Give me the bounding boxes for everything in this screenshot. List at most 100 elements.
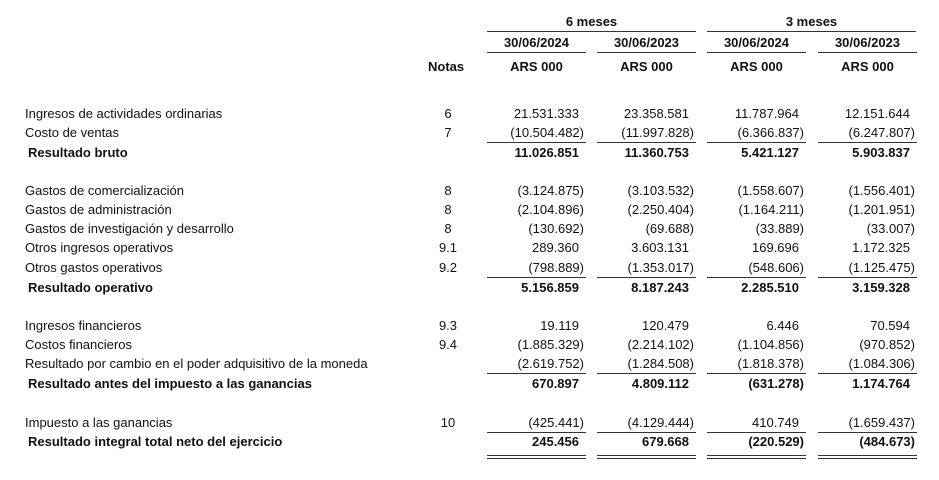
column-currency: ARS 000 bbox=[841, 59, 894, 74]
column-currency: ARS 000 bbox=[730, 59, 783, 74]
row-note: 9.2 bbox=[438, 260, 458, 275]
row-value: 670.897 bbox=[532, 376, 579, 391]
notes-header: Notas bbox=[428, 59, 465, 74]
row-label: Gastos de investigación y desarrollo bbox=[25, 221, 234, 236]
row-label: Otros ingresos operativos bbox=[25, 240, 174, 255]
row-note: 8 bbox=[444, 183, 452, 198]
row-value: 19.119 bbox=[540, 318, 579, 333]
row-value: 5.421.127 bbox=[741, 145, 799, 160]
row-value: (130.692) bbox=[528, 221, 584, 236]
row-value: 21.531.333 bbox=[513, 106, 579, 121]
column-currency: ARS 000 bbox=[510, 59, 563, 74]
row-value: (484.673) bbox=[859, 434, 915, 449]
column-date: 30/06/2024 bbox=[723, 35, 790, 50]
row-value: (69.688) bbox=[645, 221, 694, 236]
row-value: 2.285.510 bbox=[741, 280, 799, 295]
row-value: (1.125.475) bbox=[848, 260, 916, 275]
row-value: (1.818.378) bbox=[737, 356, 805, 371]
row-value: (1.659.437) bbox=[848, 415, 916, 430]
row-value: (1.164.211) bbox=[738, 202, 804, 217]
row-label: Otros gastos operativos bbox=[25, 260, 163, 275]
row-value: 70.594 bbox=[870, 318, 910, 333]
row-label: Costo de ventas bbox=[25, 125, 119, 140]
row-note: 10 bbox=[440, 415, 456, 430]
row-note: 9.4 bbox=[438, 337, 458, 352]
row-value: 5.903.837 bbox=[852, 145, 910, 160]
row-value: (425.441) bbox=[528, 415, 584, 430]
row-value: 120.479 bbox=[642, 318, 689, 333]
row-value: (1.556.401) bbox=[848, 183, 916, 198]
subtotal-line bbox=[487, 277, 586, 278]
row-value: (6.247.807) bbox=[848, 125, 916, 140]
row-label: Resultado integral total neto del ejerci… bbox=[28, 434, 283, 449]
row-value: (1.885.329) bbox=[517, 337, 585, 352]
row-value: (3.103.532) bbox=[627, 183, 695, 198]
row-value: 3.159.328 bbox=[852, 280, 910, 295]
subtotal-line bbox=[487, 373, 586, 374]
row-value: (4.129.444) bbox=[627, 415, 695, 430]
group-header-6-months: 6 meses bbox=[565, 14, 618, 29]
row-value: (2.214.102) bbox=[627, 337, 695, 352]
row-value: (631.278) bbox=[748, 376, 804, 391]
double-underline bbox=[487, 455, 586, 459]
row-value: 289.360 bbox=[532, 240, 579, 255]
column-date: 30/06/2023 bbox=[834, 35, 901, 50]
divider bbox=[707, 52, 806, 53]
divider bbox=[487, 31, 696, 32]
subtotal-line bbox=[707, 432, 806, 433]
row-value: (1.104.856) bbox=[737, 337, 805, 352]
subtotal-line bbox=[597, 142, 696, 143]
row-label: Resultado antes del impuesto a las ganan… bbox=[28, 376, 312, 391]
row-value: 6.446 bbox=[766, 318, 799, 333]
row-value: (2.250.404) bbox=[627, 202, 695, 217]
row-value: (33.007) bbox=[866, 221, 915, 236]
row-note: 9.1 bbox=[438, 240, 458, 255]
row-value: 169.696 bbox=[752, 240, 799, 255]
row-label: Resultado por cambio en el poder adquisi… bbox=[25, 356, 368, 371]
row-value: (970.852) bbox=[859, 337, 915, 352]
row-value: (1.558.607) bbox=[737, 183, 805, 198]
subtotal-line bbox=[818, 432, 917, 433]
row-value: 23.358.581 bbox=[623, 106, 689, 121]
row-value: (2.104.896) bbox=[517, 202, 585, 217]
row-note: 9.3 bbox=[438, 318, 458, 333]
column-currency: ARS 000 bbox=[620, 59, 673, 74]
row-value: (3.124.875) bbox=[517, 183, 585, 198]
row-value: (1.201.951) bbox=[848, 202, 916, 217]
subtotal-line bbox=[707, 373, 806, 374]
row-label: Resultado bruto bbox=[28, 145, 128, 160]
row-value: 410.749 bbox=[752, 415, 799, 430]
row-value: 12.151.644 bbox=[844, 106, 910, 121]
divider bbox=[707, 31, 916, 32]
row-value: (548.606) bbox=[748, 260, 804, 275]
row-label: Gastos de administración bbox=[25, 202, 172, 217]
subtotal-line bbox=[818, 142, 917, 143]
row-value: (1.284.508) bbox=[627, 356, 695, 371]
column-date: 30/06/2024 bbox=[503, 35, 570, 50]
row-value: 3.603.131 bbox=[631, 240, 689, 255]
double-underline bbox=[818, 455, 917, 459]
row-value: 1.172.325 bbox=[852, 240, 910, 255]
row-note: 8 bbox=[444, 221, 452, 236]
row-value: 1.174.764 bbox=[852, 376, 910, 391]
row-value: 8.187.243 bbox=[631, 280, 689, 295]
row-note: 7 bbox=[444, 125, 452, 140]
row-label: Ingresos de actividades ordinarias bbox=[25, 106, 223, 121]
row-value: 11.360.753 bbox=[624, 145, 689, 160]
row-label: Ingresos financieros bbox=[25, 318, 142, 333]
row-value: (798.889) bbox=[528, 260, 584, 275]
subtotal-line bbox=[818, 373, 917, 374]
row-label: Gastos de comercialización bbox=[25, 183, 184, 198]
divider bbox=[597, 52, 696, 53]
row-value: 245.456 bbox=[532, 434, 579, 449]
row-value: (2.619.752) bbox=[517, 356, 585, 371]
divider bbox=[818, 52, 917, 53]
subtotal-line bbox=[707, 142, 806, 143]
row-value: (10.504.482) bbox=[510, 125, 584, 140]
row-value: 679.668 bbox=[642, 434, 689, 449]
row-note: 6 bbox=[444, 106, 452, 121]
row-value: 4.809.112 bbox=[631, 376, 689, 391]
row-label: Resultado operativo bbox=[28, 280, 153, 295]
row-value: (1.353.017) bbox=[627, 260, 695, 275]
